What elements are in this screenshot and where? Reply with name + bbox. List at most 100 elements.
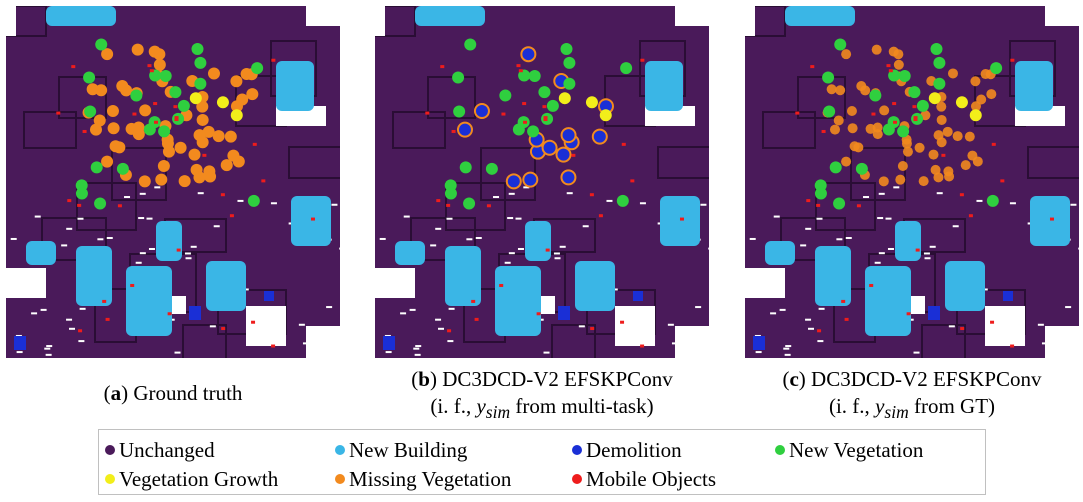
mixed-blob — [456, 121, 473, 138]
new-vegetation-blob — [829, 161, 842, 174]
no-data-speck — [34, 215, 41, 218]
mixed-blob — [560, 127, 577, 144]
missing-vegetation-blob — [976, 94, 987, 105]
new-vegetation-blob — [83, 71, 96, 84]
mobile-object-mark — [167, 312, 172, 316]
no-data-speck — [237, 199, 244, 202]
new-building-region — [276, 61, 314, 111]
mobile-object-mark — [174, 116, 179, 120]
no-data-speck — [16, 351, 23, 354]
no-data-area — [615, 306, 655, 346]
missing-vegetation-blob — [212, 130, 225, 143]
building-outline — [111, 147, 167, 201]
no-data-speck — [606, 199, 613, 202]
missing-vegetation-blob — [230, 75, 243, 88]
no-data-area — [375, 268, 415, 298]
building-outline — [182, 324, 227, 358]
mobile-object-mark — [251, 320, 256, 324]
missing-vegetation-blob — [914, 142, 925, 153]
building-outline — [427, 76, 476, 119]
no-data-speck — [146, 217, 153, 220]
mobile-object-mark — [589, 193, 594, 197]
mobile-object-mark — [147, 64, 152, 68]
mobile-object-mark — [154, 120, 159, 124]
no-data-area — [675, 6, 709, 26]
missing-vegetation-blob — [847, 123, 858, 134]
no-data-speck — [10, 237, 17, 240]
caption-prefix: (i. f., — [828, 394, 876, 418]
new-vegetation-blob — [251, 62, 264, 75]
missing-vegetation-blob — [902, 146, 913, 157]
mobile-object-mark — [71, 65, 76, 69]
missing-vegetation-blob — [936, 101, 947, 112]
no-data-speck — [413, 347, 420, 350]
mobile-object-mark — [968, 214, 973, 218]
new-vegetation-blob — [177, 99, 190, 112]
no-data-speck — [554, 257, 561, 260]
mobile-object-mark — [117, 204, 122, 208]
caption-a: (a) Ground truth — [103, 381, 243, 405]
building-outline — [780, 217, 846, 261]
mobile-object-mark — [991, 142, 996, 146]
missing-vegetation-blob — [132, 128, 145, 141]
mobile-object-mark — [436, 199, 441, 203]
mixed-blob — [520, 46, 537, 63]
missing-vegetation-blob — [240, 68, 253, 81]
panel-multitask-map — [375, 6, 709, 358]
no-data-speck — [779, 308, 786, 311]
no-data-area — [985, 306, 1025, 346]
new-vegetation-blob — [453, 105, 466, 118]
no-data-speck — [209, 325, 216, 328]
mobile-object-mark — [173, 105, 178, 109]
building-outline — [551, 324, 596, 358]
missing-vegetation-blob — [893, 59, 904, 70]
legend-swatch — [572, 474, 582, 484]
no-data-speck — [139, 192, 146, 195]
missing-vegetation-blob — [157, 160, 170, 173]
new-building-region — [445, 246, 481, 306]
new-vegetation-blob — [194, 77, 207, 90]
legend-swatch — [572, 445, 582, 455]
new-vegetation-blob — [933, 56, 946, 69]
no-data-speck — [339, 247, 340, 250]
no-data-speck — [331, 203, 338, 206]
no-data-speck — [213, 225, 220, 228]
legend-label: Missing Vegetation — [349, 467, 512, 491]
missing-vegetation-blob — [93, 114, 106, 127]
mobile-object-mark — [1010, 344, 1015, 348]
vegetation-growth-blob — [969, 109, 982, 122]
new-vegetation-blob — [518, 69, 531, 82]
building-outline — [410, 217, 476, 261]
new-vegetation-blob — [546, 99, 559, 112]
new-vegetation-blob — [90, 161, 103, 174]
mobile-object-mark — [252, 142, 257, 146]
legend: Unchanged New Building Demolition New Ve… — [98, 429, 986, 495]
mobile-object-mark — [176, 248, 181, 252]
new-vegetation-blob — [834, 38, 847, 51]
no-data-speck — [578, 325, 585, 328]
new-building-region — [815, 246, 851, 306]
mobile-object-mark — [892, 102, 897, 106]
new-vegetation-blob — [823, 105, 836, 118]
mobile-object-mark — [221, 327, 226, 331]
no-data-speck — [1070, 203, 1077, 206]
mobile-object-mark — [451, 129, 456, 133]
missing-vegetation-blob — [113, 141, 126, 154]
no-data-speck — [924, 257, 931, 260]
no-data-area — [1045, 326, 1079, 358]
new-vegetation-blob — [75, 187, 88, 200]
no-data-speck — [430, 244, 437, 247]
no-data-speck — [936, 192, 943, 195]
no-data-speck — [929, 245, 936, 248]
new-vegetation-blob — [116, 162, 129, 175]
legend-swatch — [335, 474, 345, 484]
no-data-speck — [644, 342, 651, 345]
panel-ground-truth-map — [6, 6, 340, 358]
no-data-speck — [435, 318, 442, 321]
mobile-object-mark — [869, 283, 874, 287]
new-vegetation-blob — [855, 162, 868, 175]
no-data-area — [246, 306, 286, 346]
mobile-object-mark — [425, 111, 430, 115]
building-outline — [921, 324, 966, 358]
no-data-speck — [885, 217, 892, 220]
